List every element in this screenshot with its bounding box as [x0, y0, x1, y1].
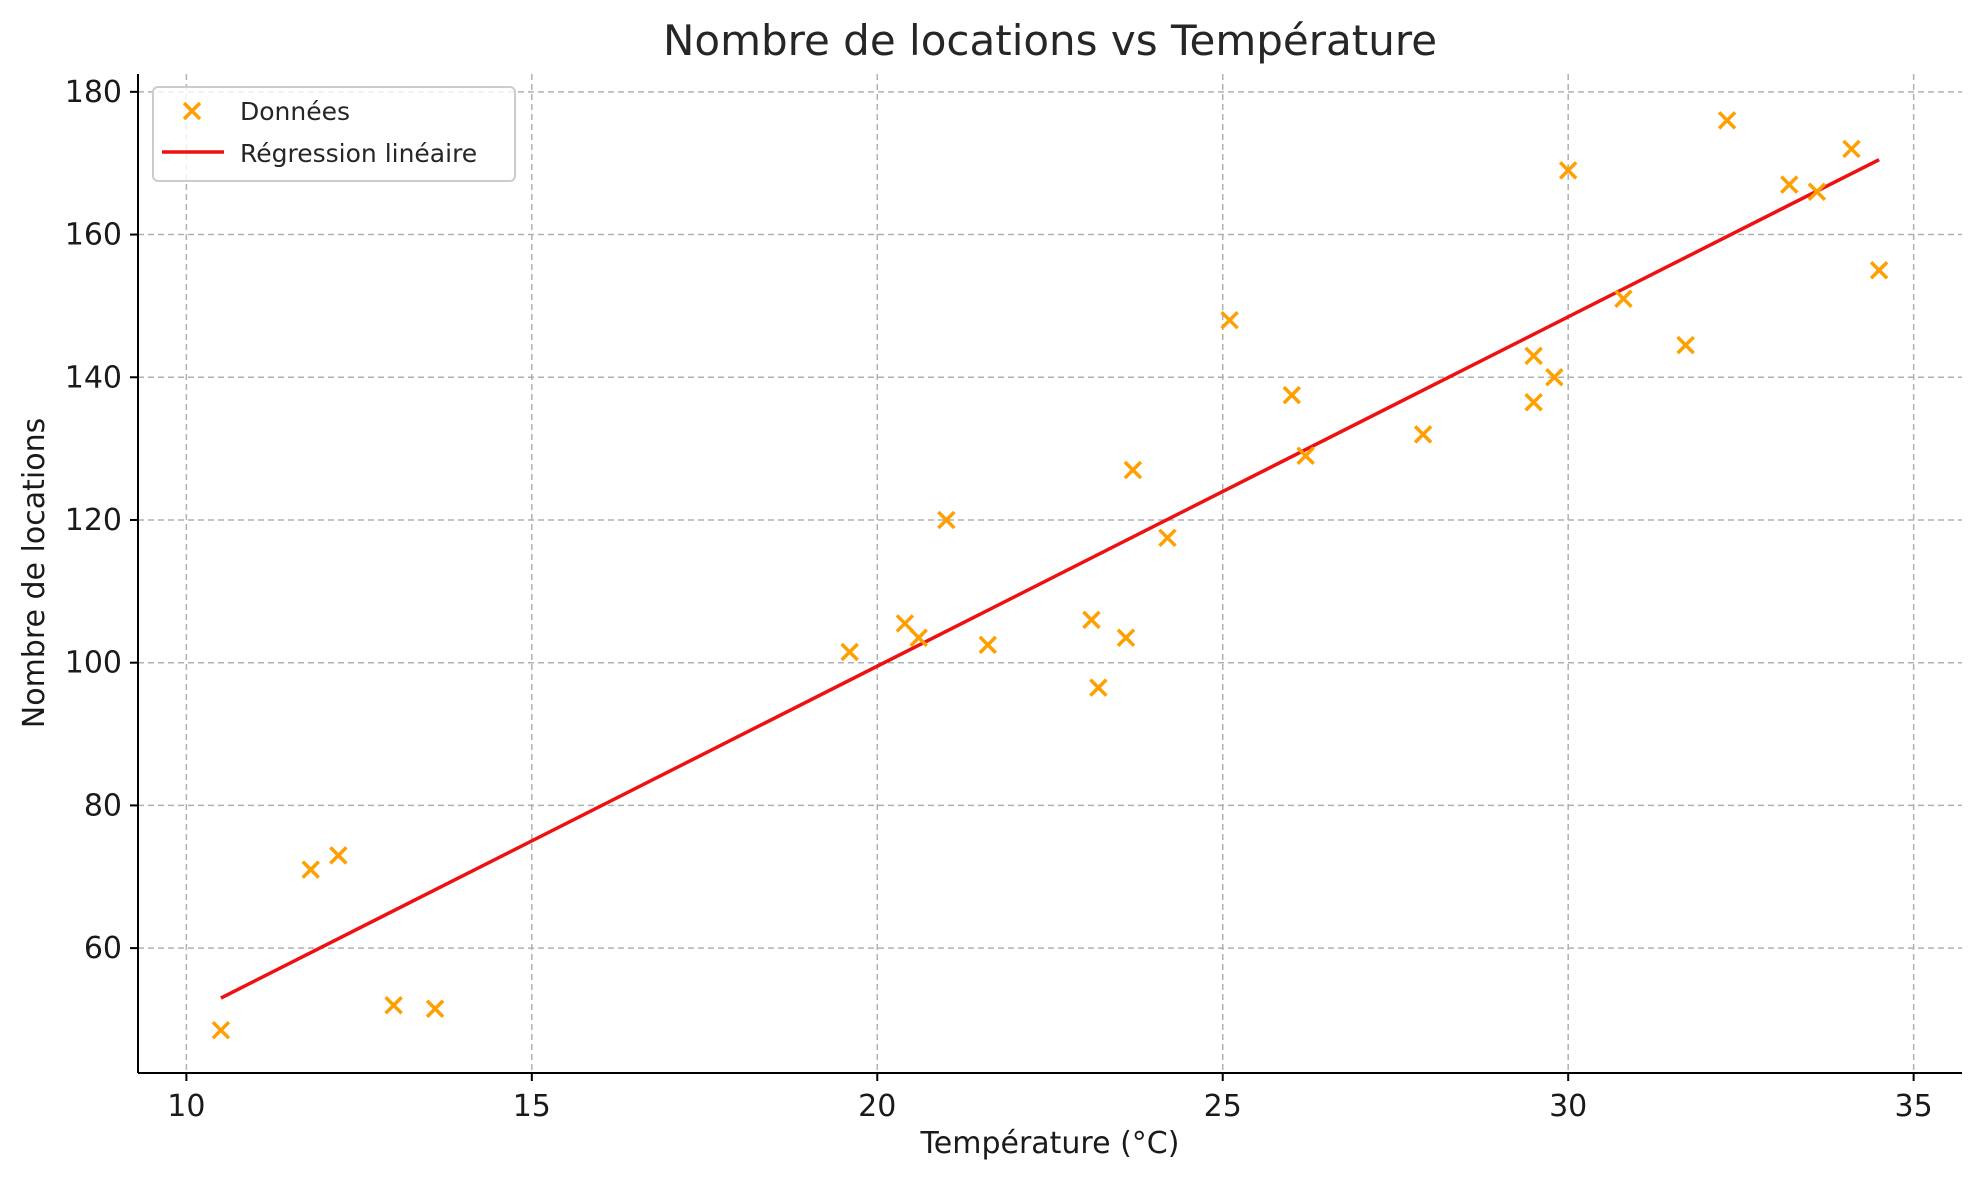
data-point [1082, 610, 1101, 630]
data-point [1869, 260, 1889, 280]
grid-lines [138, 74, 1962, 1073]
y-axis-label: Nombre de locations [17, 418, 52, 728]
data-point [1614, 289, 1633, 309]
data-point [909, 628, 928, 647]
data-point [384, 995, 403, 1015]
data-point [1116, 628, 1136, 647]
data-point [1842, 139, 1861, 159]
axes [130, 74, 1962, 1081]
data-point [1413, 425, 1433, 444]
data-point [1282, 385, 1302, 405]
legend-box [152, 86, 516, 182]
x-tick-label: 15 [513, 1089, 551, 1124]
y-tick-label: 60 [84, 931, 122, 966]
x-tick-label: 35 [1895, 1089, 1933, 1124]
data-point [1123, 460, 1143, 480]
data-point [1780, 175, 1799, 194]
data-point [1158, 528, 1177, 548]
x-tick-label: 30 [1549, 1089, 1587, 1124]
data-point [211, 1020, 231, 1040]
data-point [1807, 182, 1827, 201]
legend-label-data: Données [240, 97, 350, 126]
data-point [895, 614, 915, 633]
x-tick-label: 20 [858, 1089, 896, 1124]
data-point [301, 860, 320, 879]
data-point [1524, 346, 1543, 366]
y-tick-label: 80 [84, 788, 122, 823]
data-point [1545, 368, 1564, 387]
regression-line [220, 158, 1880, 1000]
data-point [1717, 111, 1737, 130]
tick-labels: 10 15 20 25 30 35 60 80 100 120 140 160 180 [65, 75, 1933, 1124]
x-axis-label: Température (°C) [920, 1126, 1180, 1161]
data-point [978, 635, 998, 655]
legend-marker-data [182, 101, 202, 121]
data-point [937, 510, 956, 530]
y-tick-label: 100 [65, 646, 122, 681]
data-point [840, 642, 859, 662]
data-point [1296, 446, 1315, 465]
data-point [1089, 678, 1108, 697]
legend: Données Régression linéaire [152, 86, 516, 182]
y-tick-label: 120 [65, 503, 122, 538]
legend-label-regression: Régression linéaire [240, 139, 477, 168]
data-point [425, 999, 445, 1019]
data-point [1676, 335, 1695, 355]
legend-x-marker [182, 101, 202, 121]
x-tick-label: 25 [1204, 1089, 1242, 1124]
data-point [329, 846, 348, 865]
data-series [211, 111, 1889, 1040]
x-tick-label: 10 [167, 1089, 205, 1124]
data-point [1220, 310, 1239, 330]
y-tick-label: 140 [65, 360, 122, 395]
y-tick-label: 160 [65, 218, 122, 253]
data-point [1524, 393, 1543, 412]
chart-title: Nombre de locations vs Température [663, 16, 1437, 65]
y-tick-label: 180 [65, 75, 122, 110]
data-point [1558, 161, 1578, 180]
